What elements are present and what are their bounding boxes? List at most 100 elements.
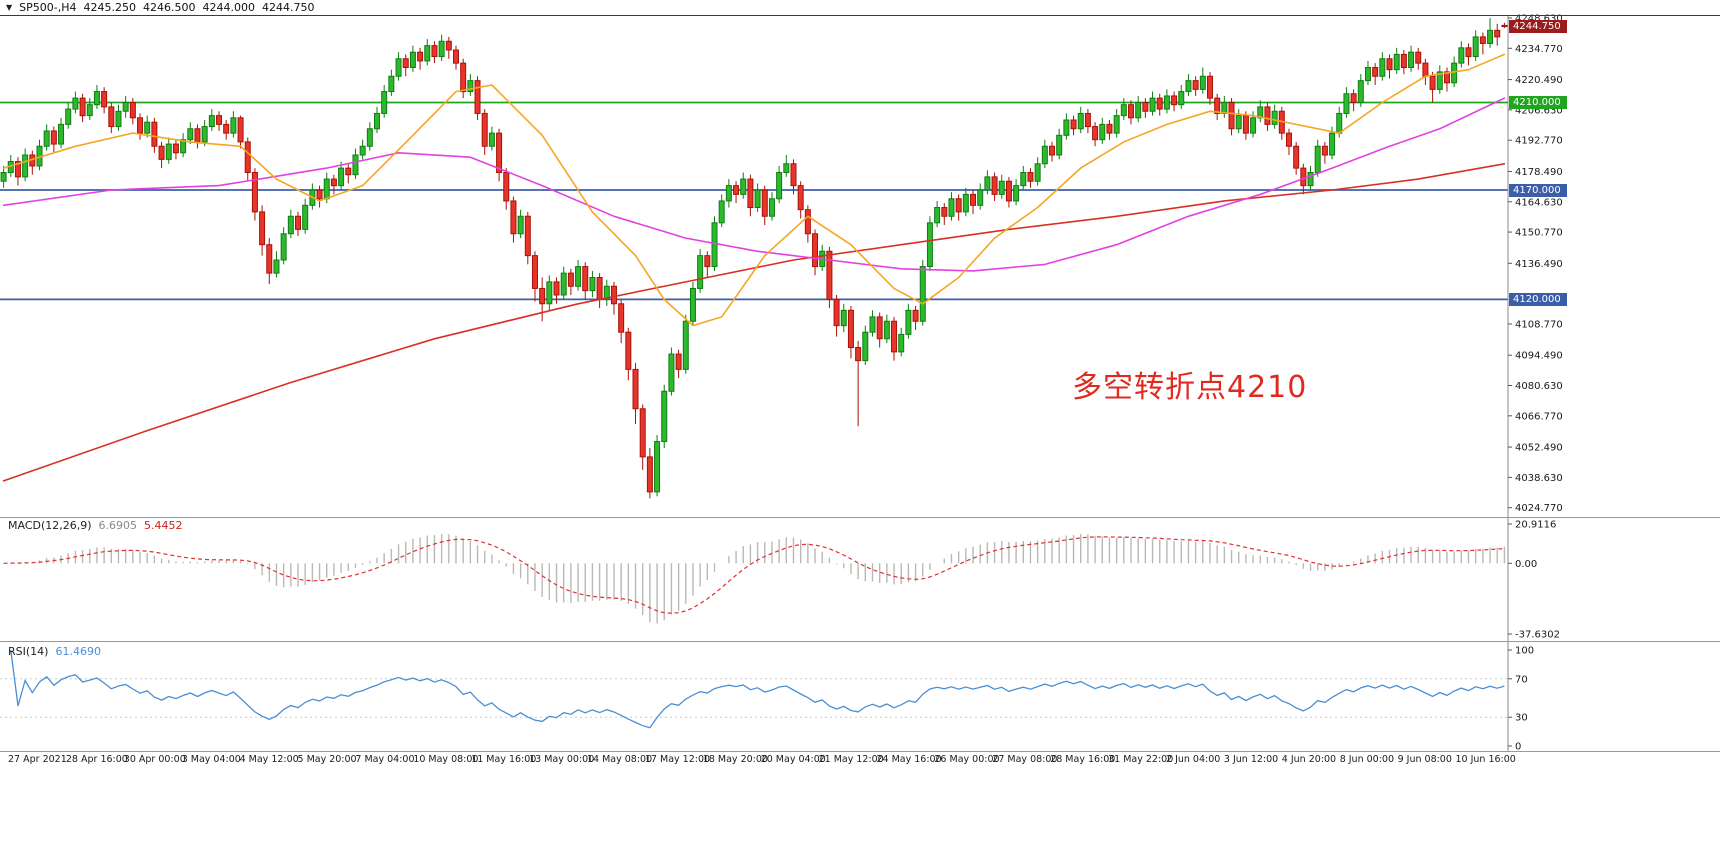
candle-body — [1070, 119, 1077, 130]
candle-body — [704, 255, 711, 268]
fast-ma-orange — [2, 53, 1506, 327]
candle-body — [898, 333, 905, 353]
candle-body — [1443, 71, 1450, 84]
candle-body — [654, 441, 661, 493]
candle-body — [776, 172, 783, 200]
candle-body — [409, 51, 416, 69]
candle-body — [280, 233, 287, 261]
candle-body — [474, 80, 481, 114]
candle-body — [1372, 67, 1379, 77]
symbol-dropdown-icon[interactable]: ▼ — [6, 3, 13, 12]
candle-body — [1235, 115, 1242, 130]
panel-separator[interactable] — [0, 641, 1720, 642]
candle-body — [862, 331, 869, 362]
candle-body — [977, 189, 984, 206]
time-axis-label: 8 Jun 00:00 — [1340, 754, 1394, 765]
time-axis-label: 31 May 22:00 — [1108, 754, 1173, 765]
candle-body — [1163, 95, 1170, 110]
candle-body — [697, 255, 704, 289]
candle-body — [14, 161, 21, 178]
symbol-info-bar: ▼ SP500-,H4 4245.250 4246.500 4244.000 4… — [6, 1, 315, 14]
candle-body — [1357, 80, 1364, 104]
candle-body — [912, 309, 919, 322]
price-axis-label: 4080.630 — [1515, 381, 1563, 392]
time-axis-label: 27 May 08:00 — [992, 754, 1057, 765]
time-axis-label: 4 Jun 20:00 — [1282, 754, 1336, 765]
candle-body — [201, 126, 208, 143]
candle-body — [711, 222, 718, 268]
candle-body — [1156, 97, 1163, 110]
candle-body — [632, 368, 639, 410]
price-axis-label: 4038.630 — [1515, 473, 1563, 484]
rsi-label: RSI(14) — [8, 645, 49, 658]
rsi-axis-label: 0 — [1515, 742, 1521, 753]
candle-body — [1178, 91, 1185, 106]
candle-body — [610, 285, 617, 305]
candle-body — [618, 303, 625, 333]
candle-body — [129, 102, 136, 119]
candle-body — [876, 316, 883, 340]
candle-body — [1106, 123, 1113, 134]
candle-body — [783, 163, 790, 174]
candle-body — [883, 320, 890, 340]
candle-body — [589, 277, 596, 292]
candle-body — [417, 51, 424, 62]
price-axis-label: 4220.490 — [1515, 75, 1563, 86]
candle-body — [1113, 115, 1120, 134]
candle-body — [1020, 172, 1027, 187]
time-axis-label: 4 May 12:00 — [240, 754, 299, 765]
price-axis-label: 4178.490 — [1515, 167, 1563, 178]
price-axis-label: 4192.770 — [1515, 136, 1563, 147]
price-axis-label: 4052.490 — [1515, 443, 1563, 454]
slow-ma-red — [2, 163, 1506, 482]
rsi-indicator-label-row: RSI(14) 61.4690 — [8, 645, 101, 658]
candle-body — [646, 456, 653, 493]
candle-body — [1005, 180, 1012, 202]
candle-body — [955, 198, 962, 213]
time-axis-label: 14 May 08:00 — [587, 754, 652, 765]
candle-body — [345, 167, 352, 176]
annotation-text[interactable]: 多空转折点4210 — [1072, 370, 1308, 405]
time-axis-label: 10 Jun 16:00 — [1456, 754, 1516, 765]
candle-body — [725, 185, 732, 202]
macd-signal-value: 5.4452 — [144, 519, 183, 532]
candle-body — [553, 281, 560, 296]
candle-body — [1400, 53, 1407, 69]
candle-body — [431, 45, 438, 58]
time-axis-label: 28 Apr 16:00 — [66, 754, 128, 765]
candle-body — [1458, 47, 1465, 64]
candle-body — [510, 200, 517, 235]
candle-body — [869, 316, 876, 333]
candle-body — [374, 112, 380, 130]
candle-body — [1465, 47, 1472, 58]
candle-body — [1192, 80, 1199, 90]
macd-axis-label: 20.9116 — [1515, 520, 1556, 531]
candle-body — [539, 287, 546, 305]
candle-body — [1271, 110, 1278, 125]
candle-body — [840, 309, 847, 327]
price-axis-label: 4066.770 — [1515, 411, 1563, 422]
candle-body — [524, 215, 531, 257]
time-axis-label: 24 May 16:00 — [877, 754, 942, 765]
candle-body — [216, 115, 223, 125]
candle-body — [302, 204, 309, 230]
candle-body — [330, 178, 337, 187]
candle-body — [531, 255, 538, 289]
candle-body — [962, 193, 969, 213]
candle-body — [79, 97, 86, 117]
candle-body — [359, 145, 366, 156]
candle-body — [1350, 93, 1357, 104]
candle-body — [847, 309, 854, 349]
candle-body — [1329, 132, 1336, 156]
macd-label: MACD(12,26,9) — [8, 519, 92, 532]
panel-separator[interactable] — [0, 517, 1720, 518]
candle-body — [1092, 126, 1099, 141]
candle-body — [1027, 172, 1034, 182]
panel-separator[interactable] — [0, 751, 1720, 752]
time-axis-label: 17 May 12:00 — [645, 754, 710, 765]
candle-body — [934, 207, 941, 224]
current-price-badge: 4244.750 — [1509, 20, 1567, 33]
candle-body — [1206, 75, 1213, 99]
